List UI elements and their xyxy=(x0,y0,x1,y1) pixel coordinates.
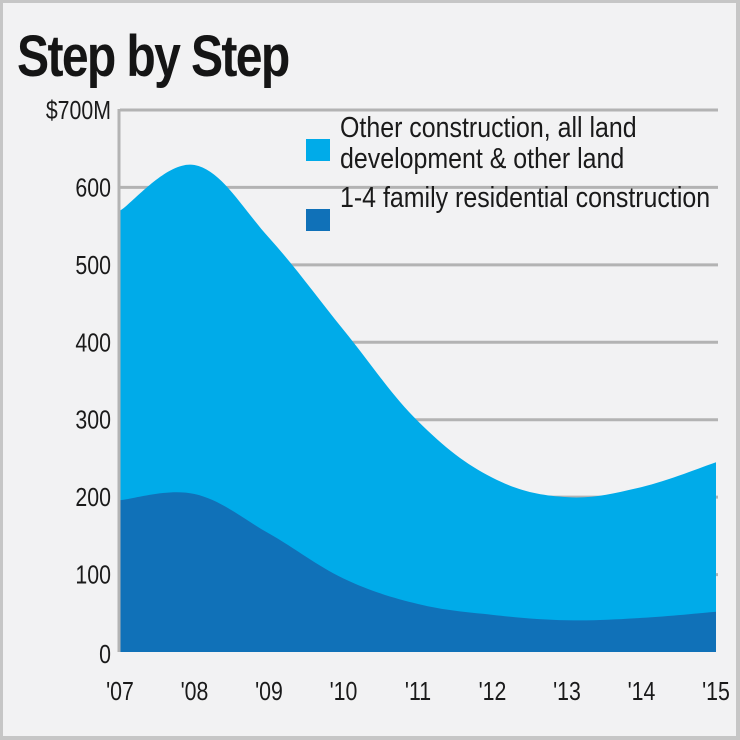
y-tick-label: 200 xyxy=(75,483,111,513)
x-tick-label: '08 xyxy=(181,677,209,707)
legend-label-residential: 1-4 family residential construction xyxy=(340,182,711,214)
legend-item-residential: 1-4 family residential construction xyxy=(306,183,716,253)
legend-swatch-light-blue xyxy=(306,139,330,161)
area-other-construction xyxy=(120,164,716,653)
y-tick-label: 0 xyxy=(99,640,111,670)
x-tick-label: '12 xyxy=(479,677,507,707)
x-tick-label: '09 xyxy=(255,677,283,707)
y-tick-label: 100 xyxy=(75,561,111,591)
y-tick-label: 400 xyxy=(75,328,111,358)
legend-item-other-construction: Other construction, all land development… xyxy=(306,113,716,183)
x-tick-label: '13 xyxy=(553,677,581,707)
x-tick-label: '15 xyxy=(702,677,730,707)
x-tick-label: '11 xyxy=(405,677,431,707)
y-tick-label: 500 xyxy=(75,251,111,281)
x-axis-ticks: '07 '08 '09 '10 '11 '12 '13 '14 '15 xyxy=(106,677,730,707)
x-tick-label: '14 xyxy=(628,677,656,707)
y-axis-ticks: 0 100 200 300 400 500 600 $700M xyxy=(46,96,111,670)
x-tick-label: '10 xyxy=(330,677,358,707)
legend-label-other-construction: Other construction, all land development… xyxy=(340,112,637,175)
area-residential xyxy=(120,492,716,652)
y-tick-label: 300 xyxy=(75,406,111,436)
legend-swatch-dark-blue xyxy=(306,209,330,231)
y-tick-label: $700M xyxy=(46,96,111,126)
chart-title: Step by Step xyxy=(17,24,290,89)
y-tick-label: 600 xyxy=(75,173,111,203)
legend: Other construction, all land development… xyxy=(306,113,716,253)
x-tick-label: '07 xyxy=(106,677,134,707)
